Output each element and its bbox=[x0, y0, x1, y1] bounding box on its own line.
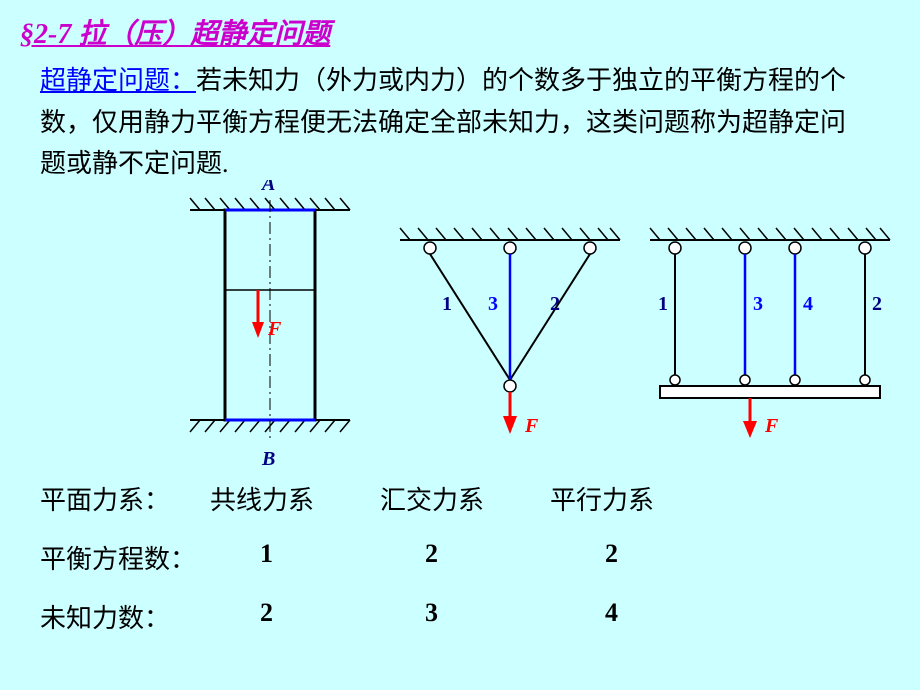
keyword: 超静定问题： bbox=[40, 66, 196, 95]
cell: 3 bbox=[380, 598, 550, 635]
rod-label-2: 2 bbox=[550, 293, 560, 315]
cell: 2 bbox=[380, 539, 550, 576]
force-label-1: F bbox=[267, 318, 282, 340]
rod-label-p4: 4 bbox=[803, 293, 813, 315]
diagrams-row: F A B 1 3 2 F bbox=[0, 180, 920, 480]
diagram-parallel: 1 3 4 2 F bbox=[640, 210, 900, 470]
table-row: 平面力系： 共线力系 汇交力系 平行力系 bbox=[40, 480, 880, 517]
cell: 汇交力系 bbox=[380, 480, 550, 517]
cell: 共线力系 bbox=[210, 480, 380, 517]
summary-table: 平面力系： 共线力系 汇交力系 平行力系 平衡方程数： 1 2 2 未知力数： … bbox=[40, 480, 880, 657]
cell: 平行力系 bbox=[550, 480, 720, 517]
row-label: 平衡方程数： bbox=[40, 539, 210, 576]
rod-label-p3: 3 bbox=[753, 293, 763, 315]
table-row: 未知力数： 2 3 4 bbox=[40, 598, 880, 635]
section-title: §2-7 拉（压）超静定问题 bbox=[20, 12, 330, 52]
label-a: A bbox=[260, 180, 275, 195]
row-label: 平面力系： bbox=[40, 480, 210, 517]
label-b: B bbox=[261, 448, 275, 470]
rod-label-p2: 2 bbox=[872, 293, 882, 315]
cell: 2 bbox=[550, 539, 720, 576]
force-label-2: F bbox=[524, 415, 539, 437]
cell: 4 bbox=[550, 598, 720, 635]
rod-label-p1: 1 bbox=[658, 293, 668, 315]
table-row: 平衡方程数： 1 2 2 bbox=[40, 539, 880, 576]
rod-label-1: 1 bbox=[442, 293, 452, 315]
rod-label-3: 3 bbox=[488, 293, 498, 315]
force-label-3: F bbox=[764, 415, 779, 437]
cell: 1 bbox=[210, 539, 380, 576]
row-label: 未知力数： bbox=[40, 598, 210, 635]
diagram-concurrent: 1 3 2 F bbox=[390, 210, 630, 470]
definition-paragraph: 超静定问题：若未知力（外力或内力）的个数多于独立的平衡方程的个数，仅用静力平衡方… bbox=[40, 60, 860, 185]
cell: 2 bbox=[210, 598, 380, 635]
diagram-collinear: F A B bbox=[170, 180, 370, 480]
